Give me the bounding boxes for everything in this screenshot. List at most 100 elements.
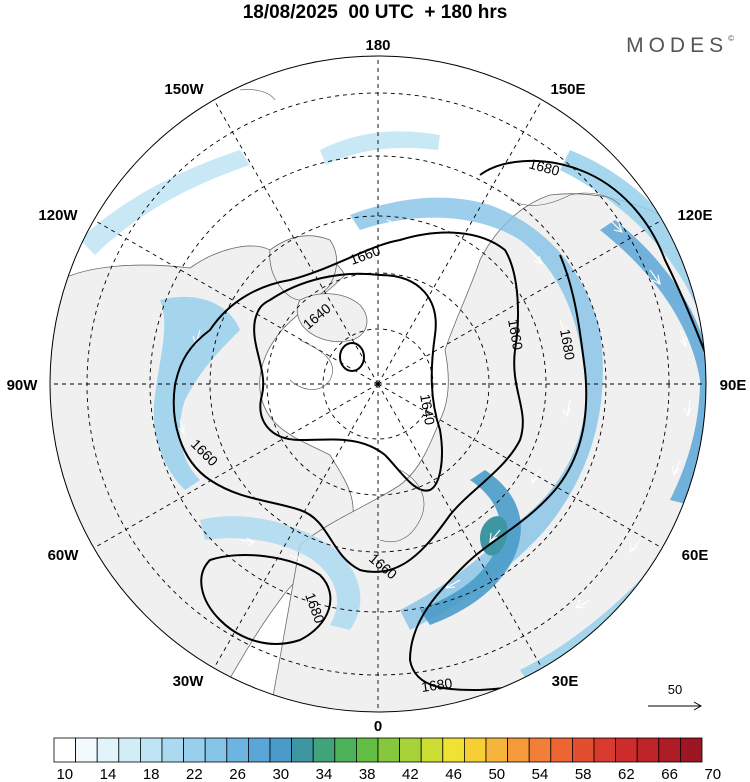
colorbar-swatch [463, 737, 487, 763]
wind-arrow [529, 249, 543, 265]
wind-arrow [559, 179, 575, 191]
colorbar-swatch [247, 737, 271, 763]
wind-arrow [679, 329, 687, 348]
contour-1640-low-center [339, 342, 365, 372]
reference-vector-arrowhead [693, 701, 703, 711]
wind-arrow [559, 319, 567, 338]
colorbar-swatch [204, 737, 228, 763]
wind-vectors [119, 179, 692, 657]
lon-label-30w: 30W [173, 673, 205, 690]
meridian-60e [377, 383, 663, 549]
wind-arrow [629, 539, 641, 554]
jet-band-atlantic [200, 516, 361, 630]
colorbar-swatch [139, 737, 163, 763]
meridian-30e [377, 383, 543, 669]
lon-label-0: 0 [374, 718, 382, 735]
colorbar-tick-label: 38 [359, 766, 376, 782]
colorbar-swatch [183, 737, 206, 763]
jet-band-inner [350, 197, 603, 630]
jet-band-west [153, 296, 240, 490]
colorbar-swatch [636, 737, 660, 763]
contour-label-1660-b: 1660 [505, 318, 526, 352]
meridian-150w [213, 99, 379, 385]
colorbar-swatch [291, 737, 314, 763]
colorbar-swatch [53, 737, 77, 763]
contour-1640-main [253, 272, 443, 492]
contour-label-1680-a: 1680 [527, 155, 561, 179]
arctic-islands [296, 293, 368, 342]
colorbar-swatch [658, 737, 681, 763]
colorbar-swatch [96, 737, 120, 763]
colorbar-tick-label: 50 [488, 766, 505, 782]
contour-1680-west [200, 554, 332, 645]
colorbar-swatch [312, 737, 336, 763]
colorbar-swatch [377, 737, 401, 763]
wind-arrow [289, 554, 304, 563]
meridian-150e [377, 99, 543, 385]
lon-label-120e: 120E [677, 207, 712, 224]
jet-band-pacific [320, 131, 440, 165]
colorbar-swatch [593, 737, 617, 763]
contour-label-1640-b: 1640 [417, 393, 438, 427]
colorbar-swatch [507, 737, 530, 763]
colorbar-tick-label: 14 [100, 766, 117, 782]
colorbar-swatch [528, 737, 552, 763]
wind-arrow [489, 529, 501, 544]
map-disk [50, 56, 706, 712]
lon-label-60e: 60E [682, 547, 709, 564]
colorbar-swatch [355, 737, 379, 763]
lat-circle-80 [322, 328, 434, 440]
wind-arrow [609, 219, 623, 233]
colorbar-swatch [420, 737, 444, 763]
jet-band-core-east [600, 220, 706, 505]
lon-label-60w: 60W [48, 547, 80, 564]
colorbar-swatch [680, 737, 703, 763]
colorbar-tick-label: 30 [272, 766, 289, 782]
reference-vector-label: 50 [668, 682, 682, 697]
colorbar-tick-label: 54 [532, 766, 549, 782]
modes-logo: MODES© [626, 34, 734, 57]
contour-1680-east [408, 160, 706, 692]
colorbar-tick-label: 26 [229, 766, 246, 782]
wind-arrow [562, 399, 571, 418]
colorbar-tick-label: 10 [56, 766, 73, 782]
colorbar-swatch [226, 737, 249, 763]
contour-1660 [172, 231, 524, 573]
meridian-30w [213, 383, 379, 669]
colorbar-swatch [399, 737, 422, 763]
coast-detail [509, 192, 621, 206]
colorbar-tick-label: 42 [402, 766, 419, 782]
colorbar-swatch [442, 737, 465, 763]
colorbar-swatch [572, 737, 595, 763]
meridian-120e [377, 219, 663, 385]
wind-arrow [649, 269, 661, 286]
contour-label-1680-b: 1680 [557, 328, 578, 362]
colorbar-tick-label: 62 [618, 766, 635, 782]
lon-label-180: 180 [365, 37, 390, 54]
lon-label-30e: 30E [552, 673, 579, 690]
colorbar-swatch [161, 737, 185, 763]
lat-circle-70 [266, 272, 490, 496]
colorbar: 10 14 18 22 26 30 34 38 42 46 50 54 58 62 66 70 [53, 737, 721, 782]
wind-arrow [119, 233, 136, 242]
lon-label-150w: 150W [164, 81, 204, 98]
wind-arrow [683, 399, 692, 418]
reference-vector: 50 [648, 682, 703, 711]
colorbar-tick-label: 46 [445, 766, 462, 782]
map-border [49, 55, 707, 713]
colorbar-swatch [550, 737, 573, 763]
lon-label-90e: 90E [720, 377, 747, 394]
coastlines [239, 89, 621, 543]
coast-detail [379, 469, 425, 543]
colorbar-swatch [615, 737, 638, 763]
wind-arrow [575, 599, 591, 609]
colorbar-swatch [334, 737, 357, 763]
colorbar-tick-label: 70 [704, 766, 721, 782]
meridian-60w [93, 383, 379, 549]
coast-detail [239, 89, 276, 101]
wind-arrow [531, 469, 541, 485]
height-contours [172, 160, 706, 692]
lon-label-150e: 150E [550, 81, 585, 98]
wind-arrow [239, 537, 256, 547]
colorbar-swatch [269, 737, 293, 763]
